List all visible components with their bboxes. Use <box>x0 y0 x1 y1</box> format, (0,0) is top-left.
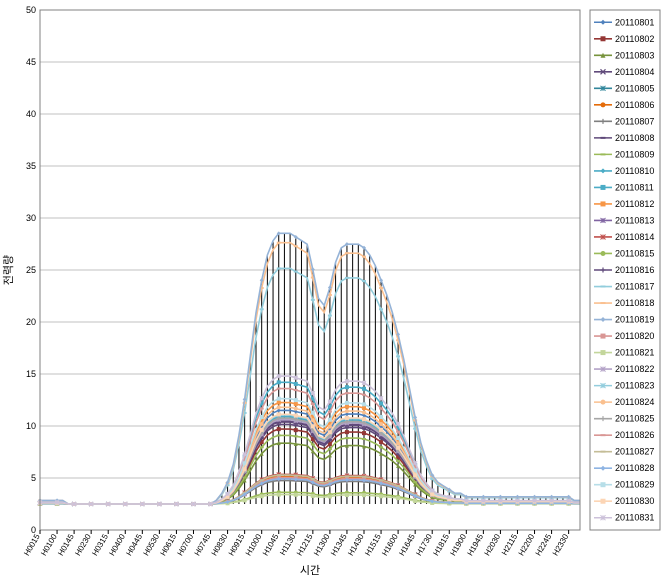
svg-text:20: 20 <box>26 317 36 327</box>
legend-label: 20110829 <box>615 480 654 490</box>
legend-label: 20110807 <box>615 116 654 126</box>
svg-text:50: 50 <box>26 5 36 15</box>
legend-label: 20110827 <box>615 447 654 457</box>
svg-text:45: 45 <box>26 57 36 67</box>
legend-label: 20110830 <box>615 496 654 506</box>
svg-text:15: 15 <box>26 369 36 379</box>
legend-label: 20110811 <box>615 182 654 192</box>
legend-label: 20110805 <box>615 83 654 93</box>
line-chart: 05101520253035404550H0015H0100H0145H0230… <box>0 0 666 580</box>
legend-label: 20110821 <box>615 348 654 358</box>
svg-text:10: 10 <box>26 421 36 431</box>
legend-label: 20110815 <box>615 248 654 258</box>
svg-text:5: 5 <box>31 473 36 483</box>
legend-label: 20110812 <box>615 199 654 209</box>
y-axis-label: 전력량 <box>2 255 15 285</box>
legend-label: 20110818 <box>615 298 654 308</box>
svg-text:30: 30 <box>26 213 36 223</box>
legend-label: 20110808 <box>615 133 654 143</box>
legend-label: 20110814 <box>615 232 654 242</box>
chart-container: 05101520253035404550H0015H0100H0145H0230… <box>0 0 666 580</box>
x-axis-label: 시간 <box>300 564 320 577</box>
legend-label: 20110810 <box>615 166 654 176</box>
legend-label: 20110803 <box>615 50 654 60</box>
legend-label: 20110804 <box>615 67 654 77</box>
legend-label: 20110822 <box>615 364 654 374</box>
legend-label: 20110816 <box>615 265 654 275</box>
legend-label: 20110826 <box>615 430 654 440</box>
svg-text:40: 40 <box>26 109 36 119</box>
legend-label: 20110809 <box>615 149 654 159</box>
legend-label: 20110831 <box>615 513 654 523</box>
legend-label: 20110825 <box>615 414 654 424</box>
legend-label: 20110813 <box>615 215 654 225</box>
legend-label: 20110802 <box>615 34 654 44</box>
legend-label: 20110819 <box>615 315 654 325</box>
legend-label: 20110820 <box>615 331 654 341</box>
legend-label: 20110806 <box>615 100 654 110</box>
legend-label: 20110801 <box>615 17 654 27</box>
legend-label: 20110817 <box>615 282 654 292</box>
svg-text:25: 25 <box>26 265 36 275</box>
legend-label: 20110824 <box>615 397 654 407</box>
svg-text:35: 35 <box>26 161 36 171</box>
legend-label: 20110828 <box>615 463 654 473</box>
legend-label: 20110823 <box>615 381 654 391</box>
